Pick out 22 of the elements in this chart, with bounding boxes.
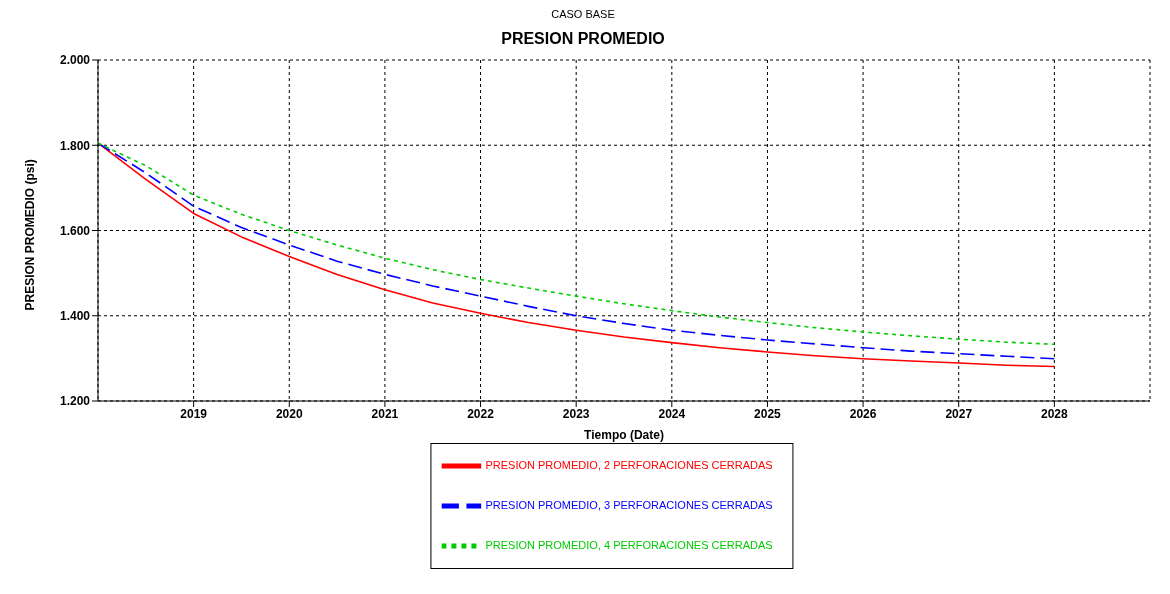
x-tick-label: 2028 xyxy=(1041,406,1069,421)
legend-label: PRESION PROMEDIO, 3 PERFORACIONES CERRADAS xyxy=(485,498,773,511)
y-tick-label: 1.800 xyxy=(59,138,91,153)
x-tick-label: 2020 xyxy=(275,406,303,421)
y-tick-label: 1.400 xyxy=(59,309,91,324)
x-tick-label: 2024 xyxy=(658,406,686,421)
x-tick-label: 2027 xyxy=(945,406,973,421)
y-tick-label: 1.200 xyxy=(59,394,91,409)
y-tick-label: 1.600 xyxy=(59,223,91,238)
x-tick-label: 2025 xyxy=(754,406,782,421)
y-axis-title: PRESION PROMEDIO (psi) xyxy=(23,159,38,311)
legend-label: PRESION PROMEDIO, 2 PERFORACIONES CERRADAS xyxy=(485,458,773,471)
chart-title: PRESION PROMEDIO xyxy=(500,30,666,48)
legend-label: PRESION PROMEDIO, 4 PERFORACIONES CERRADAS xyxy=(485,538,773,551)
x-tick-label: 2022 xyxy=(467,406,495,421)
x-tick-label: 2019 xyxy=(180,406,208,421)
x-tick-label: 2021 xyxy=(371,406,399,421)
y-tick-label: 2.000 xyxy=(59,53,91,68)
x-tick-label: 2023 xyxy=(562,406,590,421)
x-tick-label: 2026 xyxy=(849,406,877,421)
x-axis-title: Tiempo (Date) xyxy=(584,428,664,442)
chart-subtitle: CASO BASE xyxy=(550,8,616,20)
